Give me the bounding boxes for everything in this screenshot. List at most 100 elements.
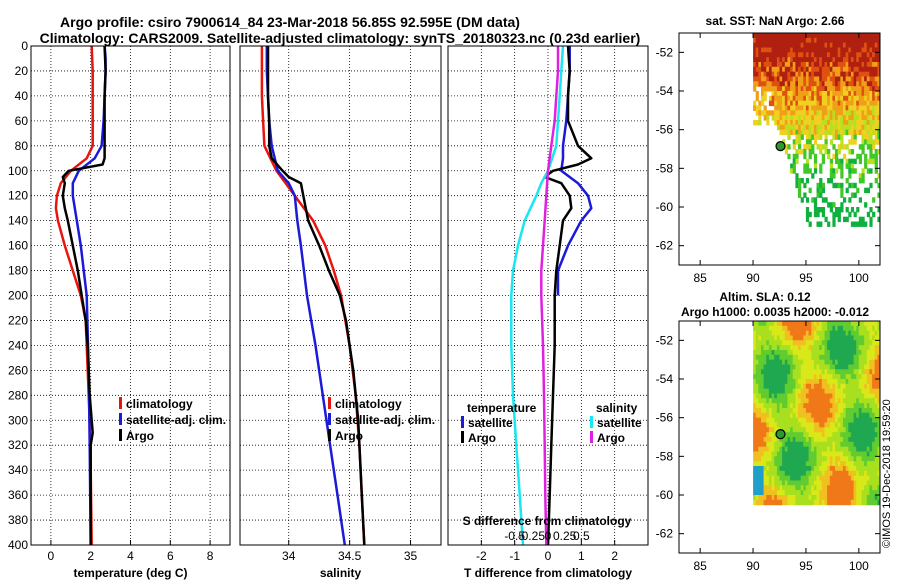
map-cell: [790, 393, 794, 399]
map-cell: [811, 345, 815, 351]
map-cell: [853, 158, 857, 165]
map-cell: [864, 490, 868, 496]
map-cell: [792, 490, 796, 496]
map-cell: [795, 37, 799, 44]
legend-label-argo: Argo: [126, 429, 154, 443]
map-cell: [800, 495, 804, 501]
map-cell: [792, 485, 796, 491]
map-cell: [813, 37, 818, 44]
map-cell: [813, 499, 818, 506]
map-cell: [837, 37, 841, 44]
map-cell: [840, 437, 844, 443]
map-cell: [864, 47, 868, 53]
map-cell: [874, 441, 878, 448]
map-cell: [761, 441, 765, 448]
map-cell: [768, 495, 773, 501]
map-cell: [874, 417, 878, 424]
map-cell: [840, 173, 844, 179]
map-cell: [766, 37, 770, 44]
map-cell: [845, 441, 849, 448]
map-cell: [813, 495, 818, 501]
map-cell: [766, 446, 770, 453]
map-cell: [787, 129, 791, 136]
map-cell: [827, 485, 831, 491]
map-cell: [874, 158, 878, 165]
map-cell: [858, 388, 862, 395]
map-cell: [848, 335, 852, 341]
map-cell: [753, 42, 757, 49]
map-cell: [782, 422, 786, 428]
map-cell: [840, 105, 844, 111]
map-cell: [819, 91, 823, 97]
map-cell: [872, 403, 876, 409]
map-cell: [811, 485, 815, 491]
map-cell: [768, 490, 773, 496]
map-cell: [805, 91, 810, 97]
map-cell: [816, 470, 820, 477]
map-cell: [805, 129, 810, 136]
y-tick-label: 380: [8, 513, 28, 527]
map-cell: [840, 81, 844, 87]
map-cell: [779, 470, 783, 477]
map-cell: [808, 490, 812, 496]
map-cell: [864, 340, 868, 346]
map-cell: [761, 110, 765, 116]
map-cell: [813, 153, 818, 160]
map-cell: [858, 37, 862, 44]
map-cell: [861, 441, 865, 448]
map-cell: [861, 446, 865, 453]
map-cell: [829, 475, 833, 482]
map-cell: [798, 383, 802, 390]
map-cell: [779, 480, 783, 486]
map-cell: [824, 144, 828, 150]
map-cell: [824, 62, 828, 68]
map-cell: [795, 417, 799, 424]
map-cell: [835, 354, 839, 361]
map-cell: [843, 485, 847, 491]
map-cell: [805, 134, 810, 140]
map-cell: [766, 451, 770, 457]
map-cell: [779, 340, 783, 346]
map-cell: [779, 403, 783, 409]
map-cell: [813, 325, 818, 332]
map-cell: [813, 417, 818, 424]
map-cell: [864, 76, 868, 82]
map-cell: [774, 120, 778, 126]
map-cell: [790, 47, 794, 53]
map-cell: [858, 158, 862, 165]
map-cell: [864, 383, 868, 390]
map-cell: [787, 393, 791, 399]
map-cell: [753, 369, 757, 375]
map-cell: [858, 451, 862, 457]
map-cell: [821, 129, 825, 136]
map-cell: [803, 350, 807, 356]
map-cell: [800, 120, 804, 126]
map-cell: [821, 456, 825, 462]
map-cell: [840, 158, 844, 165]
legend-label-climatology: climatology: [335, 397, 402, 411]
map-cell: [869, 490, 873, 496]
map-cell: [774, 422, 778, 428]
map-cell: [827, 466, 831, 472]
map-cell: [832, 446, 836, 453]
map-cell: [782, 451, 786, 457]
map-cell: [864, 369, 868, 375]
map-cell: [779, 485, 783, 491]
map-cell: [792, 446, 796, 453]
map-cell: [853, 124, 857, 131]
map-cell: [800, 379, 804, 385]
map-cell: [848, 495, 852, 501]
map-cell: [784, 91, 788, 97]
map-cell: [869, 124, 873, 131]
map-cell: [835, 86, 839, 92]
map-cell: [832, 427, 836, 433]
map-cell: [800, 76, 804, 82]
map-cell: [866, 211, 870, 218]
map-cell: [805, 383, 810, 390]
map-cell: [774, 369, 778, 375]
map-cell: [787, 340, 791, 346]
map-cell: [768, 427, 773, 433]
map-cell: [792, 76, 796, 82]
map-cell: [858, 115, 862, 121]
map-cell: [761, 485, 765, 491]
